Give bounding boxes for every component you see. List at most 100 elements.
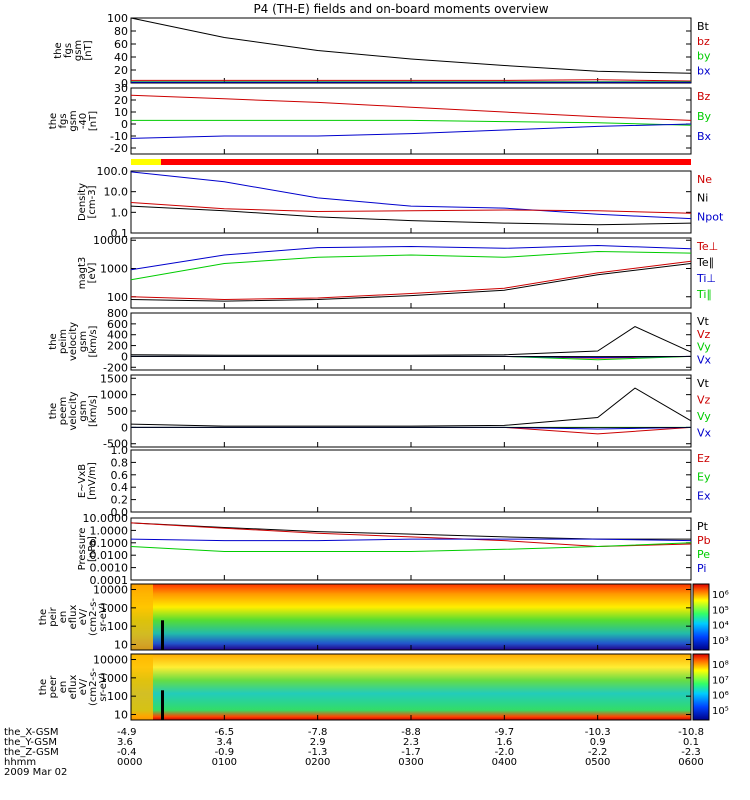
y-axis-label: [km/s] — [88, 325, 99, 357]
legend-label: Vy — [697, 410, 711, 423]
series-line-Bz — [130, 94, 692, 121]
y-axis-label: velocity — [68, 391, 79, 430]
y-axis-label: sr-eV) — [98, 602, 109, 631]
legend-label: Vx — [697, 427, 712, 440]
legend-label: Bt — [697, 20, 710, 33]
series-line-Ni — [130, 205, 692, 226]
y-axis-label: en — [58, 681, 69, 694]
y-axis-label: sr-eV) — [98, 672, 109, 701]
colorbar-tick-label: 10⁵ — [712, 605, 729, 616]
x-tick-value: -2.0 — [495, 747, 515, 758]
x-tick-value: 0400 — [492, 757, 517, 768]
series-line-Bt — [130, 17, 692, 74]
panel-frame — [130, 237, 692, 309]
y-axis-label: gsm — [78, 400, 89, 421]
y-axis-label: gsm — [73, 40, 84, 61]
y-axis-label: [cm-3] — [87, 185, 98, 218]
spectrogram-early-band — [131, 584, 153, 650]
x-tick-value: -7.8 — [308, 727, 328, 738]
series-line-Ti⊥ — [130, 244, 692, 271]
y-axis-label: eV/ — [78, 608, 89, 625]
x-tick-value: -8.8 — [401, 727, 421, 738]
legend-label: Vz — [697, 328, 711, 341]
legend-label: Ex — [697, 489, 711, 502]
y-tick-label: 0.2 — [111, 494, 129, 507]
panel-frame — [130, 374, 692, 448]
y-tick-label: -500 — [103, 438, 128, 451]
data-gap — [161, 620, 164, 650]
legend-label: Te⊥ — [696, 240, 718, 253]
x-tick-value: -0.9 — [215, 747, 235, 758]
y-tick-label: 30 — [114, 82, 128, 95]
x-tick-value: 2.3 — [403, 737, 419, 748]
y-tick-label: 0 — [121, 350, 128, 363]
plot-title: P4 (TH-E) fields and on-board moments ov… — [253, 2, 548, 16]
y-axis-label: peir — [48, 606, 59, 626]
series-line-Pe — [130, 542, 692, 552]
x-row-label: hhmm — [4, 757, 36, 768]
y-axis-label: [km/s] — [88, 395, 99, 427]
x-tick-value: 0.9 — [590, 737, 606, 748]
x-row-label: the_Y-GSM — [4, 737, 57, 748]
y-tick-label: 10000 — [93, 584, 128, 597]
y-tick-label: 0.0010 — [90, 562, 129, 575]
x-tick-value: -10.8 — [678, 727, 704, 738]
y-tick-label: 100.0 — [97, 165, 129, 178]
legend-label: by — [697, 50, 711, 63]
y-tick-label: 1000 — [100, 602, 128, 615]
y-tick-label: 0.0100 — [90, 549, 129, 562]
x-tick-value: -6.5 — [215, 727, 235, 738]
y-tick-label: 60 — [114, 38, 128, 51]
legend-label: Bz — [697, 90, 711, 103]
y-tick-label: 0.1 — [111, 227, 129, 240]
series-line-Pi — [130, 538, 692, 542]
y-tick-label: 100 — [107, 12, 128, 25]
y-axis-label: (cm2-s- — [88, 668, 99, 706]
series-line-Te⊥ — [130, 260, 692, 301]
x-tick-value: 2.9 — [310, 737, 326, 748]
colorbar-tick-label: 10⁸ — [712, 660, 729, 671]
series-line-By — [131, 119, 692, 126]
x-tick-value: -10.3 — [585, 727, 611, 738]
panel-frame — [130, 312, 692, 371]
y-axis-label: peem — [58, 397, 69, 425]
y-axis-label: the — [38, 609, 49, 625]
y-axis-label: eV/ — [78, 678, 89, 695]
x-tick-value: -1.7 — [401, 747, 421, 758]
colorbar — [692, 583, 710, 651]
y-axis-label: the — [48, 403, 59, 419]
x-row-label: the_Z-GSM — [4, 747, 59, 758]
y-tick-label: 1.0 — [111, 444, 129, 457]
y-tick-label: 1000 — [100, 389, 128, 402]
y-axis-label: the — [38, 679, 49, 695]
y-tick-label: -10 — [110, 130, 128, 143]
legend-label: Ni — [697, 192, 708, 205]
series-line-bz — [131, 79, 692, 82]
legend-label: By — [697, 110, 712, 123]
y-axis-label: the — [48, 113, 59, 129]
spectrogram-early-band — [131, 654, 153, 720]
x-tick-value: 0200 — [305, 757, 330, 768]
series-line-Ne — [130, 202, 692, 214]
y-tick-label: 1000 — [100, 672, 128, 685]
panel-6: -500 0 500 1000 1500 the peem velocity gsm [km/s]… — [48, 372, 712, 450]
y-axis-label: [eV] — [87, 263, 98, 284]
panel-4: 100 1000 10000 magt3 [eV] Te⊥ Te∥ Ti⊥ Ti∥ — [77, 234, 718, 309]
legend-label: Pt — [697, 520, 709, 533]
y-tick-label: 0 — [121, 421, 128, 434]
x-tick-value: -9.7 — [495, 727, 515, 738]
y-tick-label: 0.6 — [111, 469, 129, 482]
x-tick-value: 0000 — [117, 757, 142, 768]
series-line-Vt — [130, 387, 692, 427]
panel-9: 10³ 10⁴ 10⁵ 10⁶ 10 100 1000 10000 the peir en eflux… — [38, 583, 729, 651]
series-line-Npot — [130, 171, 692, 220]
panel-frame — [130, 449, 692, 513]
legend-label: bz — [697, 35, 710, 48]
legend-label: Pb — [697, 534, 711, 547]
panel-frame — [130, 87, 692, 155]
legend-label: Bx — [697, 130, 712, 143]
x-tick-value: 0300 — [398, 757, 423, 768]
